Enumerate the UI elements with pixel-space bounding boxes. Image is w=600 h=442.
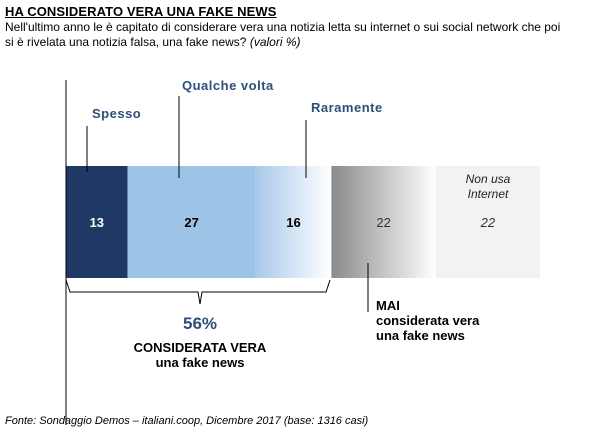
label-spesso: Spesso (92, 106, 142, 121)
subtitle-text: Nell'ultimo anno le è capitato di consid… (5, 20, 561, 49)
label-mai-line3: una fake news (376, 328, 465, 343)
bar-segment-non-usa-internet (435, 166, 540, 278)
summary-line2: una fake news (155, 355, 245, 370)
label-qualche-volta: Qualche volta (182, 78, 274, 93)
label-non-usa-line1: Non usa (465, 172, 511, 186)
value-label-qualche-volta: 27 (184, 215, 198, 230)
label-non-usa-line2: Internet (467, 187, 509, 201)
subtitle-note: (valori %) (249, 35, 301, 49)
summary-bracket (65, 279, 331, 305)
label-non-usa-internet: Non usa Internet (438, 172, 538, 202)
value-label-mai: 22 (376, 215, 390, 230)
summary-percent: 56% (182, 314, 218, 333)
value-label-non-usa-internet: 22 (480, 215, 496, 230)
summary-line1: CONSIDERATA VERA (133, 340, 267, 355)
label-mai: MAI considerata vera una fake news (376, 298, 479, 343)
bar-segment-spesso (66, 166, 128, 278)
chart-subtitle: Nell'ultimo anno le è capitato di consid… (5, 20, 565, 50)
label-mai-line2: considerata vera (376, 313, 480, 328)
bar-segment-mai (331, 166, 436, 278)
summary-caption: CONSIDERATA VERA una fake news (100, 340, 300, 370)
label-raramente: Raramente (311, 100, 383, 115)
bar-segment-qualche-volta (127, 166, 256, 278)
bar-segment-raramente (255, 166, 332, 278)
chart-title: HA CONSIDERATO VERA UNA FAKE NEWS (5, 4, 277, 19)
value-label-spesso: 13 (90, 215, 104, 230)
source-footer: Fonte: Sondaggio Demos – italiani.coop, … (5, 415, 369, 427)
value-label-raramente: 16 (286, 215, 300, 230)
label-mai-line1: MAI (376, 298, 400, 313)
